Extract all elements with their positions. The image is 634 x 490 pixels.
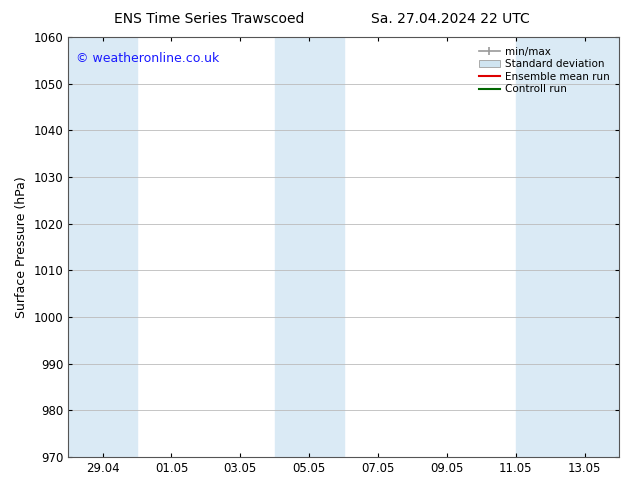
Bar bbox=[515, 37, 619, 457]
Bar bbox=[275, 37, 344, 457]
Bar bbox=[68, 37, 137, 457]
Text: ENS Time Series Trawscoed: ENS Time Series Trawscoed bbox=[114, 12, 304, 26]
Text: Sa. 27.04.2024 22 UTC: Sa. 27.04.2024 22 UTC bbox=[371, 12, 529, 26]
Y-axis label: Surface Pressure (hPa): Surface Pressure (hPa) bbox=[15, 176, 28, 318]
Legend: min/max, Standard deviation, Ensemble mean run, Controll run: min/max, Standard deviation, Ensemble me… bbox=[475, 42, 614, 98]
Text: © weatheronline.co.uk: © weatheronline.co.uk bbox=[77, 52, 219, 65]
